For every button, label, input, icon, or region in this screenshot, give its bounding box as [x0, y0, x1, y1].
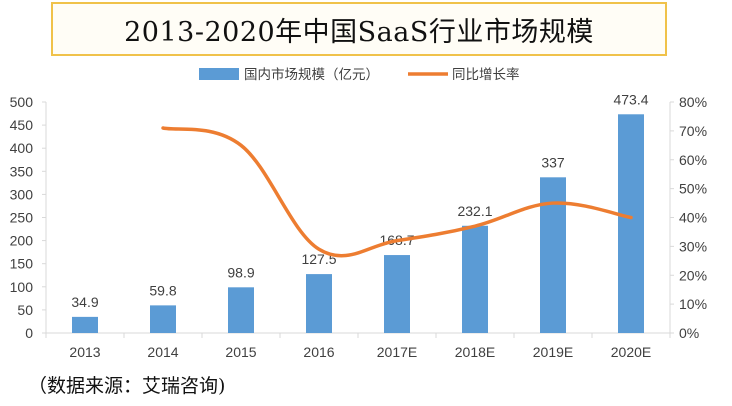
- left-tick-label: 250: [10, 210, 34, 226]
- right-tick-label: 70%: [679, 123, 707, 139]
- bar: [150, 305, 176, 333]
- x-tick-label: 2016: [303, 344, 334, 360]
- left-tick-label: 300: [10, 186, 34, 202]
- axes: 0 50 100 150 200 250 300 350 400 450 500 0% 10% 20% 30…: [10, 94, 707, 360]
- line-series: [161, 126, 633, 258]
- right-tick-label: 10%: [679, 296, 707, 312]
- source-note: （数据来源：艾瑞咨询): [28, 375, 226, 397]
- bar-data-label: 98.9: [227, 264, 254, 280]
- right-tick-label: 50%: [679, 181, 707, 197]
- legend: 国内市场规模（亿元） 同比增长率: [199, 66, 520, 82]
- bar: [72, 316, 98, 333]
- bar-series: [72, 114, 644, 333]
- right-tick-label: 30%: [679, 238, 707, 254]
- bar: [540, 177, 566, 333]
- legend-label-bar: 国内市场规模（亿元）: [244, 66, 379, 82]
- x-tick-label: 2015: [225, 344, 256, 360]
- bar-data-label: 232.1: [457, 203, 492, 219]
- right-tick-label: 0%: [679, 325, 699, 341]
- left-tick-label: 500: [10, 94, 34, 110]
- bar: [462, 225, 488, 333]
- right-tick-label: 60%: [679, 152, 707, 168]
- right-tick-label: 80%: [679, 94, 707, 110]
- legend-swatch-bar: [199, 68, 239, 80]
- x-tick-label: 2017E: [377, 344, 417, 360]
- left-tick-label: 150: [10, 256, 34, 272]
- right-tick-label: 40%: [679, 210, 707, 226]
- chart-title-box: 2013-2020年中国SaaS行业市场规模: [51, 2, 667, 56]
- left-tick-label: 0: [25, 325, 33, 341]
- legend-label-line: 同比增长率: [452, 66, 520, 82]
- left-tick-label: 450: [10, 117, 34, 133]
- x-tick-label: 2014: [147, 344, 178, 360]
- left-tick-label: 350: [10, 163, 34, 179]
- x-tick-label: 2018E: [455, 344, 495, 360]
- bar-data-label: 337: [541, 154, 565, 170]
- bar: [384, 255, 410, 333]
- growth-rate-line: [161, 126, 633, 258]
- bar-data-label: 473.4: [613, 91, 648, 107]
- x-tick-label: 2013: [69, 344, 100, 360]
- left-tick-label: 50: [17, 302, 33, 318]
- bar: [618, 114, 644, 333]
- bar-data-label: 59.8: [149, 282, 176, 298]
- left-tick-label: 100: [10, 279, 34, 295]
- x-tick-label: 2020E: [611, 344, 651, 360]
- left-tick-label: 400: [10, 140, 34, 156]
- x-tick-label: 2019E: [533, 344, 573, 360]
- bar-data-label: 34.9: [71, 294, 98, 310]
- right-tick-label: 20%: [679, 267, 707, 283]
- chart: 国内市场规模（亿元） 同比增长率 0 50 100 150 200 250 300 350 400…: [10, 66, 707, 360]
- left-tick-label: 200: [10, 233, 34, 249]
- bar: [228, 287, 254, 333]
- chart-title: 2013-2020年中国SaaS行业市场规模: [124, 16, 594, 48]
- bar: [306, 274, 332, 333]
